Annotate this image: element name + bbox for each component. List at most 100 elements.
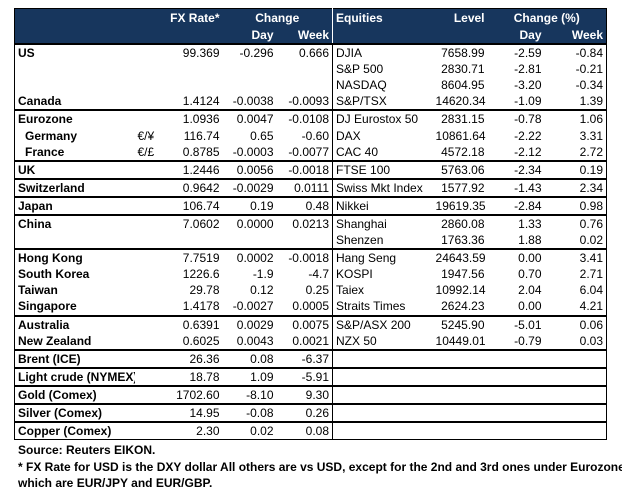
currency-pair: €/¥ bbox=[137, 128, 155, 143]
equity-index: DAX bbox=[336, 128, 361, 143]
fx-rate: 29.78 bbox=[189, 283, 220, 298]
index-level bbox=[432, 366, 488, 386]
fx-rate: 26.36 bbox=[156, 348, 223, 368]
index-level bbox=[432, 402, 488, 423]
currency-pair bbox=[134, 195, 157, 215]
fx-day-change: 0.0047 bbox=[222, 109, 277, 128]
fx-week-change bbox=[276, 232, 334, 250]
region: France bbox=[25, 144, 65, 159]
index-week-change: 1.39 bbox=[579, 94, 604, 109]
fx-rate: 1.4178 bbox=[182, 299, 220, 314]
equity-index: S&P/TSX bbox=[336, 94, 387, 109]
fx-day-change: 0.02 bbox=[222, 421, 277, 440]
fx-day-change: -0.0027 bbox=[232, 299, 274, 314]
fx-week-change: -0.0108 bbox=[276, 109, 334, 128]
index-day-change: -2.22 bbox=[514, 128, 542, 143]
index-level bbox=[432, 384, 488, 404]
currency-pair bbox=[135, 232, 157, 249]
fx-day-change: -0.0003 bbox=[232, 144, 274, 159]
region: UK bbox=[14, 159, 135, 179]
fx-day-change: -0.08 bbox=[222, 402, 277, 423]
index-day-change: 0.00 bbox=[518, 299, 542, 314]
header-cell: Day bbox=[487, 26, 545, 44]
fx-rate: 18.78 bbox=[156, 366, 223, 386]
currency-pair bbox=[135, 77, 157, 93]
region: New Zealand bbox=[18, 333, 92, 348]
index-week-change: 3.41 bbox=[544, 248, 607, 267]
region: Eurozone bbox=[14, 109, 135, 128]
fx-rate: 1.0936 bbox=[156, 109, 223, 128]
currency-pair bbox=[135, 333, 157, 350]
index-level: 2860.08 bbox=[432, 213, 488, 233]
currency-pair bbox=[134, 402, 157, 423]
index-day-change: -0.78 bbox=[487, 109, 545, 128]
currency-pair bbox=[134, 314, 157, 333]
fx-equities-table: FX Rate* Change Equities Level Change (%… bbox=[14, 8, 608, 441]
table-row: UK 1.2446 0.0056 -0.0018 FTSE 100 5763.06 -2.3… bbox=[14, 159, 607, 179]
index-level: 5245.90 bbox=[432, 314, 488, 333]
currency-pair bbox=[134, 384, 157, 404]
fx-day-change: 0.0043 bbox=[236, 333, 274, 348]
index-level: 19619.35 bbox=[432, 195, 488, 215]
fx-rate: 14.95 bbox=[156, 402, 223, 423]
table-row: Canada 1.4124 -0.0038 -0.0093 S&P/TSX 14620.3… bbox=[15, 93, 607, 111]
region bbox=[15, 61, 135, 77]
fx-week-change: -0.60 bbox=[276, 127, 334, 144]
currency-pair bbox=[134, 421, 157, 440]
fx-day-change: 0.0002 bbox=[222, 248, 277, 267]
header-cell: FX Rate* bbox=[156, 8, 223, 26]
index-level bbox=[432, 348, 488, 368]
fx-week-change: 0.0111 bbox=[276, 177, 334, 197]
index-day-change: -5.01 bbox=[487, 314, 545, 333]
index-level: 2830.71 bbox=[441, 62, 485, 77]
index-level: 24643.59 bbox=[432, 248, 488, 267]
fx-week-change bbox=[276, 77, 334, 94]
table-row: Light crude (NYMEX) 18.78 1.09 -5.91 bbox=[14, 366, 607, 386]
region: US bbox=[14, 42, 135, 62]
index-week-change: 2.34 bbox=[544, 177, 607, 197]
region: Brent (ICE) bbox=[14, 348, 135, 368]
region: Silver (Comex) bbox=[14, 402, 135, 423]
currency-pair bbox=[134, 213, 157, 233]
region: Singapore bbox=[18, 299, 77, 314]
region: Japan bbox=[14, 195, 135, 215]
header-blank bbox=[14, 8, 135, 26]
fx-day-change: -8.10 bbox=[222, 384, 277, 404]
fx-week-change: 0.0075 bbox=[276, 314, 334, 333]
region: Copper (Comex) bbox=[14, 421, 135, 440]
fx-week-change: 0.48 bbox=[276, 195, 334, 215]
fx-week-change: -6.37 bbox=[276, 348, 334, 368]
table-row: Shenzen 1763.36 1.88 0.02 bbox=[15, 232, 607, 250]
equity-index bbox=[332, 402, 433, 423]
currency-pair bbox=[134, 159, 157, 179]
index-level: 10449.01 bbox=[435, 333, 486, 348]
table-row: New Zealand 0.6025 0.0043 0.0021 NZX 50 10449… bbox=[15, 332, 607, 350]
fx-rate: 116.74 bbox=[183, 128, 220, 143]
fx-rate bbox=[157, 232, 223, 249]
table-row: US 99.369 -0.296 0.666 DJIA 7658.99 -2.59 -0.84 bbox=[14, 42, 607, 62]
index-level: 10992.14 bbox=[435, 283, 486, 298]
equity-index: NZX 50 bbox=[336, 333, 377, 348]
fx-day-change: -0.0038 bbox=[232, 94, 274, 109]
fx-day-change: 0.0000 bbox=[222, 213, 277, 233]
equity-index: DJ Eurostox 50 bbox=[332, 109, 433, 128]
currency-pair bbox=[135, 61, 157, 77]
equity-index: S&P 500 bbox=[336, 62, 384, 77]
table-row: Eurozone 1.0936 0.0047 -0.0108 DJ Eurostox 5… bbox=[14, 109, 607, 128]
fx-day-change bbox=[223, 61, 277, 77]
equity-index: NASDAQ bbox=[336, 78, 387, 93]
index-week-change: 3.31 bbox=[579, 128, 604, 143]
currency-pair bbox=[135, 282, 157, 298]
currency-pair bbox=[134, 366, 157, 386]
index-level bbox=[432, 421, 488, 440]
currency-pair bbox=[134, 248, 157, 267]
header-row: FX Rate* Change Equities Level Change (%… bbox=[14, 8, 607, 26]
currency-pair bbox=[134, 177, 157, 197]
index-level: 14620.34 bbox=[435, 94, 486, 109]
index-week-change: 0.06 bbox=[544, 314, 607, 333]
equity-index: Swiss Mkt Index bbox=[332, 177, 433, 197]
fx-day-change: -0.296 bbox=[222, 42, 277, 62]
currency-pair bbox=[134, 109, 157, 128]
index-day-change bbox=[487, 384, 545, 404]
